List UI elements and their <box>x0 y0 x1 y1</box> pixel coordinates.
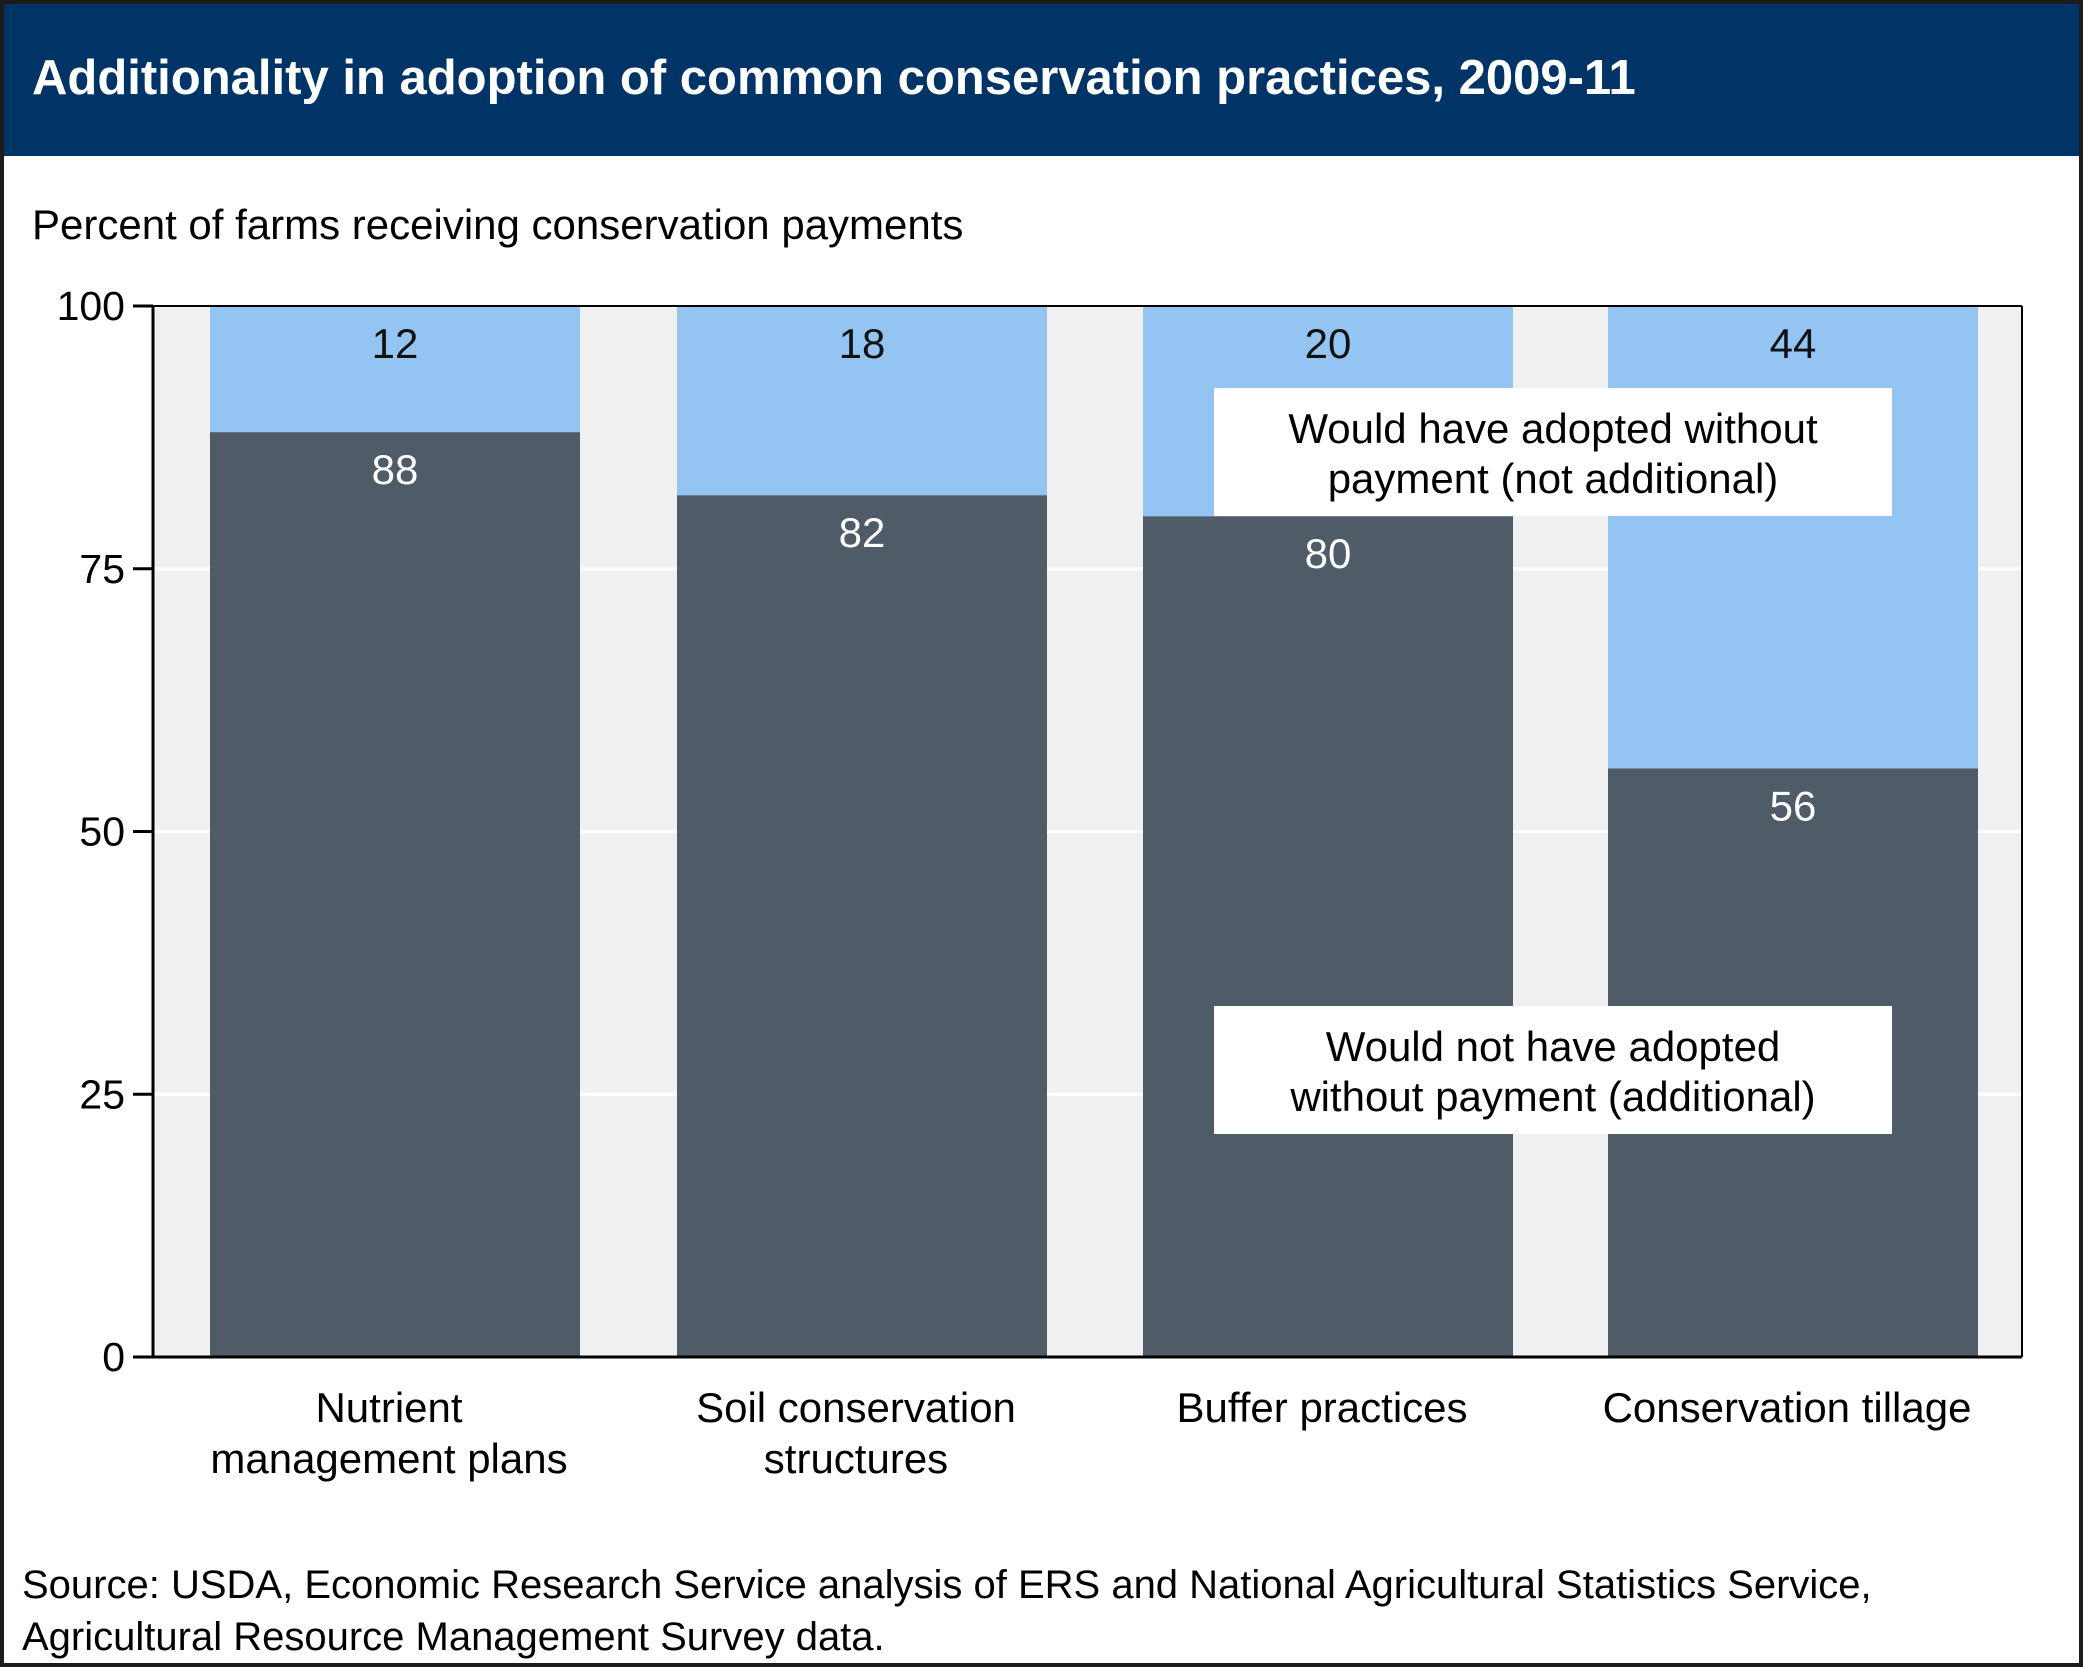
bar-additional <box>677 495 1047 1357</box>
bar-not-additional <box>677 306 1047 496</box>
x-tick-label-line: Buffer practices <box>1176 1384 1467 1431</box>
annotation-text: Would not have adopted without payment (a… <box>1289 1023 1815 1120</box>
x-tick-label-line: Conservation tillage <box>1603 1384 1972 1431</box>
annotation-box <box>1214 388 1892 516</box>
x-tick-label: Nutrient management plans <box>210 1384 567 1482</box>
x-tick-label-line: structures <box>764 1435 948 1482</box>
annotation-text-line: Would not have adopted <box>1326 1023 1781 1070</box>
x-tick-label-line: Soil conservation <box>696 1384 1016 1431</box>
x-tick-label: Soil conservation structures <box>696 1384 1016 1482</box>
data-label: 18 <box>839 320 886 367</box>
chart-title: Additionality in adoption of common cons… <box>32 51 1636 105</box>
annotation-box <box>1214 1006 1892 1134</box>
x-tick-label: Conservation tillage <box>1603 1384 1972 1431</box>
y-tick-label: 25 <box>79 1071 125 1117</box>
title-bar: Additionality in adoption of common cons… <box>4 4 2079 156</box>
y-axis-label: Percent of farms receiving conservation … <box>32 201 964 248</box>
annotation-text-line: payment (not additional) <box>1328 455 1779 502</box>
data-label: 88 <box>372 446 419 493</box>
bar-additional <box>1143 516 1513 1357</box>
annotation-text-line: Would have adopted without <box>1288 405 1818 452</box>
data-label: 12 <box>372 320 419 367</box>
bar-additional <box>210 432 580 1357</box>
data-label: 20 <box>1305 320 1352 367</box>
bar-not-additional <box>210 306 580 433</box>
y-tick-label: 0 <box>102 1334 125 1380</box>
data-label: 56 <box>1770 782 1817 829</box>
annotation-text: Would have adopted without payment (not a… <box>1288 405 1818 502</box>
annotation-text-line: without payment (additional) <box>1289 1073 1815 1120</box>
bar-not-additional <box>1608 306 1978 769</box>
x-tick-label-line: Nutrient <box>315 1384 462 1431</box>
chart-plot: 88 12 82 18 80 20 56 44 0 25 50 75 100 Nutrient manage… <box>57 283 2023 1482</box>
source-note: Source: USDA, Economic Research Service … <box>22 1563 1872 1659</box>
data-label: 82 <box>839 509 886 556</box>
x-tick-label: Buffer practices <box>1176 1384 1467 1431</box>
data-label: 44 <box>1770 320 1817 367</box>
y-tick-label: 100 <box>57 283 125 329</box>
y-tick-label: 75 <box>79 546 125 592</box>
x-tick-label-line: management plans <box>210 1435 567 1482</box>
data-label: 80 <box>1305 530 1352 577</box>
y-tick-label: 50 <box>79 809 125 855</box>
